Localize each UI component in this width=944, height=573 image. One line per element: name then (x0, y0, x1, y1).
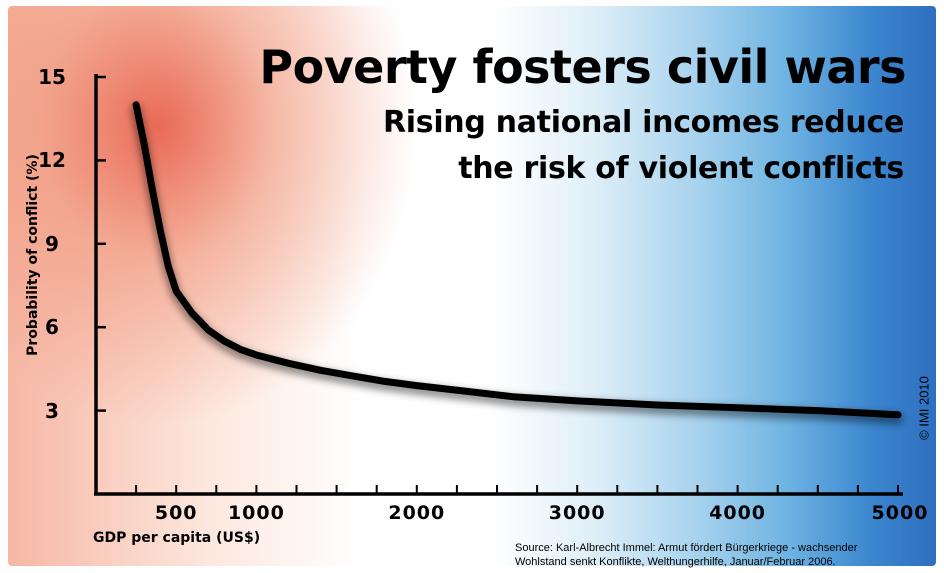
chart-title: Poverty fosters civil wars (259, 40, 906, 94)
series-group (131, 101, 903, 424)
x-tick-label: 3000 (548, 502, 606, 524)
y-tick-label: 12 (38, 148, 66, 173)
x-tick-label: 2000 (388, 502, 446, 524)
copyright-notice: © IMI 2010 (916, 376, 932, 440)
x-axis-label: GDP per capita (US$) (93, 530, 261, 546)
x-tick-label: 5000 (871, 502, 929, 524)
source-line-1: Source: Karl-Albrecht Immel: Armut förde… (515, 542, 858, 554)
subtitle-line-2: the risk of violent conflicts (458, 151, 904, 186)
y-tick-label: 9 (45, 231, 59, 256)
y-tick-label: 6 (45, 315, 59, 340)
x-tick-label: 1000 (227, 502, 285, 524)
source-note: Source: Karl-Albrecht Immel: Armut förde… (515, 541, 925, 569)
y-tick-label: 3 (45, 398, 59, 423)
subtitle-line-1: Rising national incomes reduce (382, 105, 904, 140)
x-tick-marks (135, 485, 899, 494)
y-tick-marks (96, 75, 106, 412)
x-tick-label: 500 (154, 502, 198, 524)
series-line (132, 101, 902, 419)
y-tick-label: 15 (38, 65, 66, 89)
gradient-background (8, 6, 936, 566)
x-tick-label: 4000 (709, 502, 767, 524)
source-line-2: Wohlstand senkt Konflikte, Welthungerhil… (515, 556, 836, 568)
chart-subtitle: Rising national incomes reduce the risk … (383, 100, 904, 192)
y-axis-label: Probability of conflict (%) (25, 154, 41, 356)
